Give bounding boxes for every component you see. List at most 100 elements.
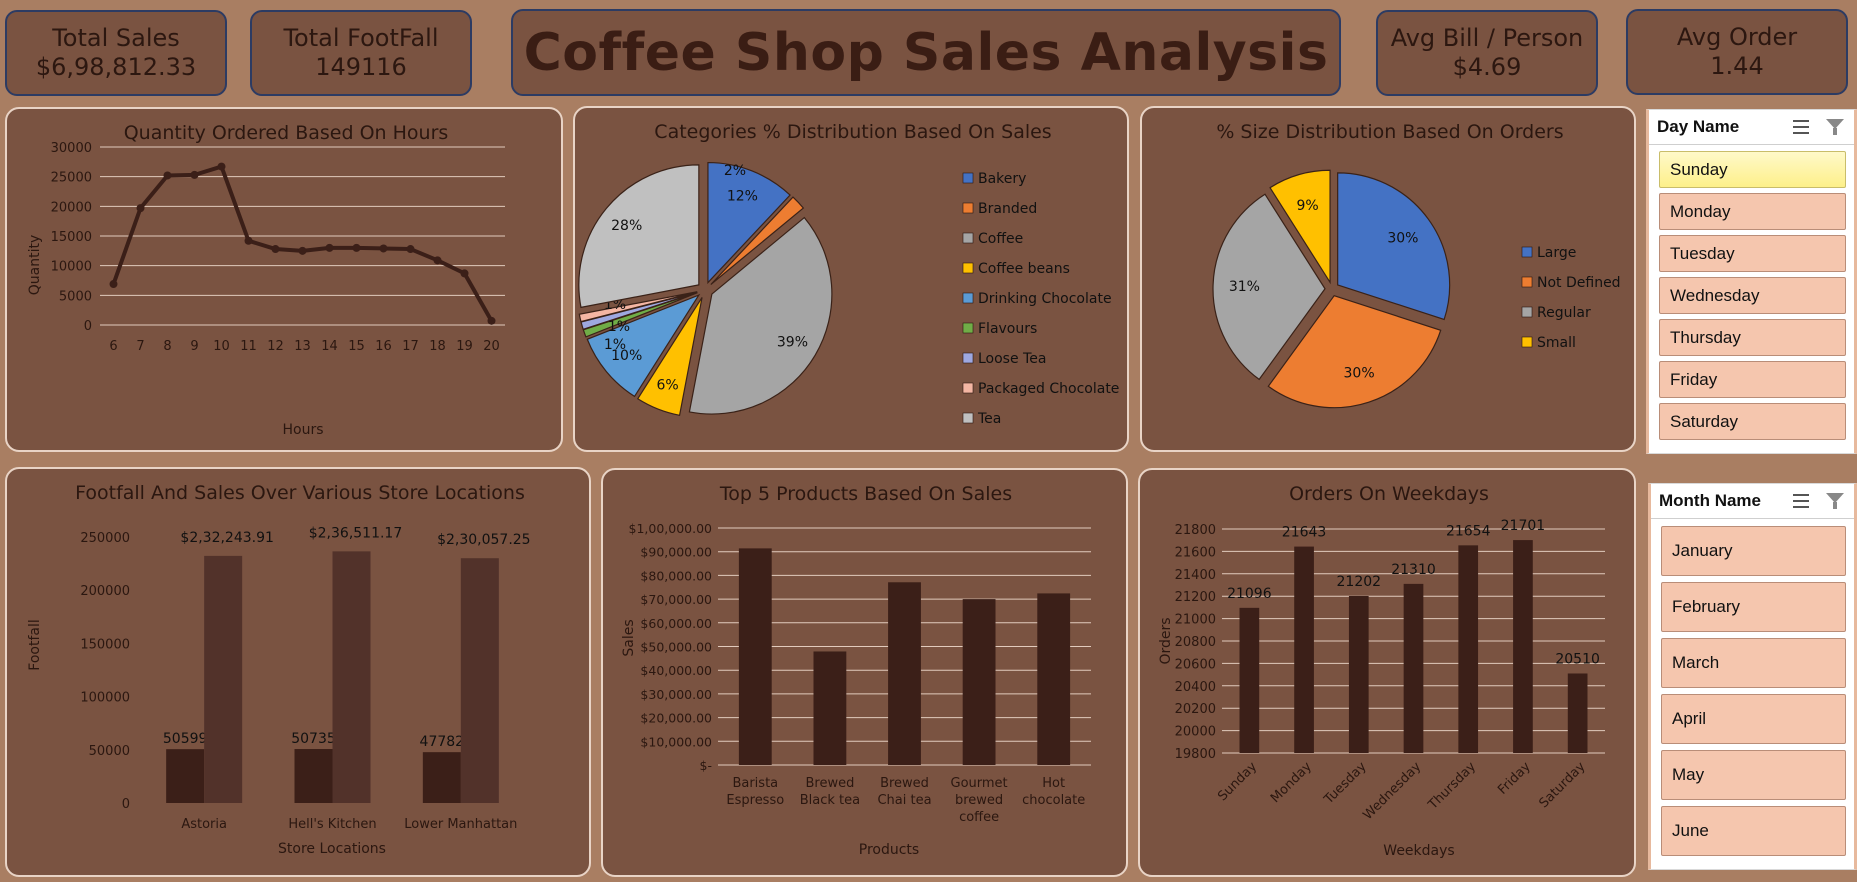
x-tick-label: 14: [321, 339, 338, 354]
pie-slice-coffee: [688, 216, 833, 415]
data-point: [136, 204, 145, 213]
legend-label-drinking-chocolate: Drinking Chocolate: [978, 291, 1112, 307]
x-tick-label: Espresso: [726, 793, 784, 808]
legend-swatch-packaged-chocolate: [962, 382, 974, 394]
chart-title: Top 5 Products Based On Sales: [719, 483, 1012, 505]
day-slicer-item-friday[interactable]: Friday: [1659, 361, 1846, 398]
y-tick-label: 21800: [1175, 523, 1216, 538]
x-axis-title: Hours: [282, 422, 323, 438]
pie-slice-not-defined: [1267, 294, 1442, 409]
sizes-chart-card: % Size Distribution Based On Orders 30% 30…: [1140, 106, 1636, 452]
pie-data-label: 12%: [727, 189, 758, 205]
bar-brewed-chai-tea: [888, 582, 921, 765]
x-tick-label: Sunday: [1215, 759, 1260, 804]
legend-label-coffee: Coffee: [978, 231, 1023, 247]
y-tick-label: $20,000.00: [640, 711, 712, 726]
x-tick-label: 19: [456, 339, 473, 354]
data-point: [163, 171, 172, 180]
data-label: 21096: [1227, 586, 1272, 602]
x-tick-label: 18: [429, 339, 446, 354]
x-axis-title: Weekdays: [1383, 843, 1454, 859]
kpi-avg-order: Avg Order 1.44: [1626, 9, 1848, 95]
y-tick-label: 20000: [1175, 725, 1216, 740]
legend-label-bakery: Bakery: [978, 171, 1026, 187]
y-axis-title: Sales: [621, 619, 637, 656]
clear-filter-icon[interactable]: [1824, 491, 1846, 511]
x-tick-label: chocolate: [1022, 793, 1085, 808]
day-slicer-item-monday[interactable]: Monday: [1659, 193, 1846, 230]
x-tick-label: Astoria: [181, 817, 227, 832]
x-tick-label: Hell's Kitchen: [288, 817, 376, 832]
y-tick-label: 200000: [80, 584, 130, 599]
y-tick-label: 21600: [1175, 545, 1216, 560]
y-tick-label: 100000: [80, 691, 130, 706]
month-slicer-item-february[interactable]: February: [1661, 582, 1846, 632]
data-label: 50599: [163, 731, 208, 747]
x-tick-label: brewed: [955, 793, 1003, 808]
pie-data-label: 1%: [604, 337, 626, 353]
month-slicer-item-june[interactable]: June: [1661, 806, 1846, 856]
x-tick-label: 10: [213, 339, 230, 354]
month-slicer-header: Month Name: [1651, 484, 1854, 519]
bar-astoria: [204, 555, 243, 803]
x-tick-label: Hot: [1042, 776, 1065, 791]
data-label: 21654: [1446, 523, 1491, 539]
data-label: 50735: [291, 731, 336, 747]
y-tick-label: $80,000.00: [640, 568, 712, 583]
day-slicer-item-tuesday[interactable]: Tuesday: [1659, 235, 1846, 272]
month-slicer-item-march[interactable]: March: [1661, 638, 1846, 688]
products-bar-chart: Top 5 Products Based On Sales $- $10,000.0…: [621, 483, 1091, 858]
clear-filter-icon[interactable]: [1824, 117, 1846, 137]
y-tick-label: 21400: [1175, 568, 1216, 583]
y-tick-label: 0: [122, 797, 130, 812]
data-point: [325, 243, 334, 252]
y-tick-label: 50000: [89, 744, 130, 759]
month-slicer-item-april[interactable]: April: [1661, 694, 1846, 744]
kpi-avg-order-value: 1.44: [1710, 52, 1764, 80]
kpi-total-footfall-value: 149116: [315, 53, 407, 81]
kpi-total-sales-value: $6,98,812.33: [35, 53, 197, 81]
day-slicer-item-wednesday[interactable]: Wednesday: [1659, 277, 1846, 314]
x-tick-label: 6: [109, 339, 117, 354]
pie-slice-tea: [578, 164, 700, 309]
y-tick-label: 150000: [80, 637, 130, 652]
bar-astoria: [166, 749, 205, 803]
x-tick-label: coffee: [959, 810, 999, 825]
y-tick-label: $90,000.00: [640, 545, 712, 560]
data-label: 20510: [1555, 651, 1600, 667]
bar-hell-s-kitchen: [332, 551, 371, 803]
pie-data-label: 31%: [1229, 279, 1260, 295]
series-line: [111, 164, 494, 322]
bar-wednesday: [1403, 583, 1424, 753]
data-point: [487, 316, 496, 325]
multi-select-icon[interactable]: [1790, 117, 1812, 137]
x-tick-label: Lower Manhattan: [404, 817, 517, 832]
y-tick-label: 20000: [51, 200, 92, 215]
legend-label-loose-tea: Loose Tea: [978, 351, 1046, 367]
multi-select-icon[interactable]: [1790, 491, 1812, 511]
x-tick-label: Thursday: [1425, 759, 1479, 813]
day-slicer-item-thursday[interactable]: Thursday: [1659, 319, 1846, 356]
y-tick-label: $70,000.00: [640, 592, 712, 607]
y-tick-label: 20600: [1175, 657, 1216, 672]
kpi-total-footfall-label: Total FootFall: [283, 24, 439, 52]
x-tick-label: Saturday: [1536, 759, 1588, 811]
pie-data-label: 10%: [611, 348, 642, 364]
x-tick-label: 9: [190, 339, 198, 354]
day-slicer-item-saturday[interactable]: Saturday: [1659, 403, 1846, 440]
y-tick-label: 20400: [1175, 680, 1216, 695]
categories-chart-card: Categories % Distribution Based On Sales…: [573, 106, 1129, 452]
bar-tuesday: [1348, 595, 1369, 753]
pie-data-label: 6%: [656, 377, 678, 393]
month-slicer-item-january[interactable]: January: [1661, 526, 1846, 576]
chart-title: Categories % Distribution Based On Sales: [654, 121, 1051, 143]
month-slicer-item-may[interactable]: May: [1661, 750, 1846, 800]
x-tick-label: Barista: [732, 776, 778, 791]
x-tick-label: Brewed: [805, 776, 854, 791]
x-axis-title: Store Locations: [278, 841, 386, 857]
kpi-avg-bill: Avg Bill / Person $4.69: [1376, 10, 1598, 96]
data-label: $2,30,057.25: [437, 532, 531, 548]
bar-lower-manhattan: [460, 558, 499, 803]
day-slicer-item-sunday[interactable]: Sunday: [1659, 151, 1846, 188]
bar-hell-s-kitchen: [294, 749, 333, 803]
